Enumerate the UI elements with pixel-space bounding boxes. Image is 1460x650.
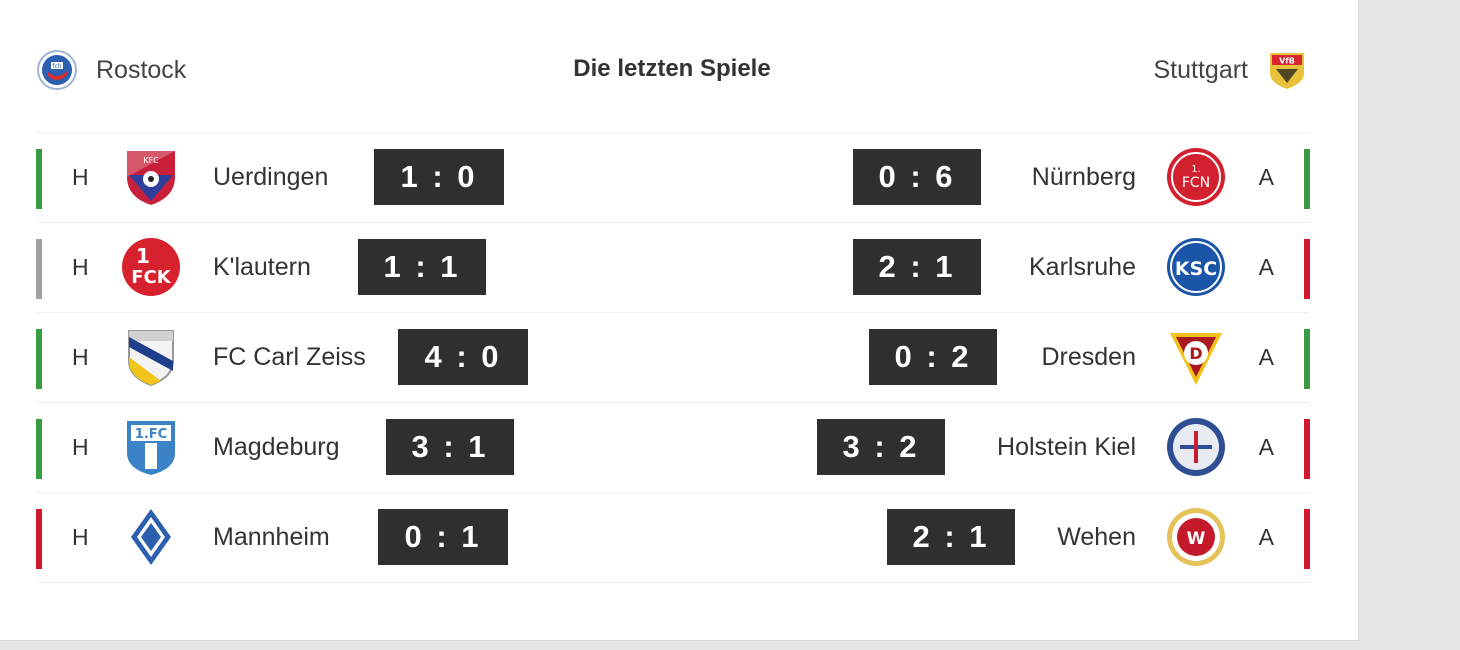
- result-indicator: [36, 509, 42, 569]
- nuernberg-crest-icon: 1. FCN: [1167, 148, 1225, 206]
- svg-text:1: 1: [136, 244, 150, 268]
- opponent-name: Magdeburg: [213, 433, 340, 461]
- away-game[interactable]: A Holstein Kiel 3 : 2: [673, 403, 1310, 492]
- matchup-header: fch Rostock Die letzten Spiele Stuttgart…: [36, 40, 1308, 100]
- score-box[interactable]: 2 : 1: [887, 509, 1015, 565]
- opponent-name: Uerdingen: [213, 163, 329, 191]
- svg-text:KSC: KSC: [1175, 258, 1217, 280]
- opponent-name: Wehen: [1057, 523, 1136, 551]
- home-game[interactable]: H 1.FC Magdeburg 3 : 1: [36, 403, 673, 492]
- score-box[interactable]: 3 : 2: [817, 419, 945, 475]
- result-indicator: [1304, 149, 1310, 209]
- opponent-name: Karlsruhe: [1029, 253, 1136, 281]
- venue-label: H: [72, 524, 89, 550]
- svg-text:W: W: [1187, 529, 1206, 549]
- score-box[interactable]: 2 : 1: [853, 239, 981, 295]
- score-box[interactable]: 1 : 1: [358, 239, 486, 295]
- result-indicator: [1304, 509, 1310, 569]
- result-indicator: [1304, 329, 1310, 389]
- away-team[interactable]: Stuttgart VfB: [1154, 40, 1309, 100]
- last-games-card: fch Rostock Die letzten Spiele Stuttgart…: [0, 0, 1359, 641]
- result-indicator: [36, 329, 42, 389]
- svg-text:KFC: KFC: [143, 156, 159, 165]
- venue-label: A: [1258, 434, 1274, 460]
- opponent-name: FC Carl Zeiss: [213, 343, 366, 371]
- games-row: H KFC Uerdingen 1 : 0 A 1.: [36, 133, 1310, 223]
- svg-text:VfB: VfB: [1279, 57, 1295, 66]
- mannheim-crest-icon: [131, 509, 171, 565]
- score-box[interactable]: 0 : 2: [869, 329, 997, 385]
- home-game[interactable]: H 1 FCK K'lautern 1 : 1: [36, 223, 673, 312]
- score-box[interactable]: 3 : 1: [386, 419, 514, 475]
- home-game[interactable]: H Mannheim 0 : 1: [36, 493, 673, 582]
- games-row: H FC Carl Zeiss 4 : 0 A D: [36, 313, 1310, 403]
- magdeburg-crest-icon: 1.FC: [127, 421, 175, 475]
- result-indicator: [1304, 419, 1310, 479]
- carl-zeiss-crest-icon: [128, 330, 174, 387]
- rostock-crest-icon: fch: [37, 50, 77, 90]
- venue-label: H: [72, 344, 89, 370]
- games-row: H 1.FC Magdeburg 3 : 1 A: [36, 403, 1310, 493]
- venue-label: A: [1258, 164, 1274, 190]
- venue-label: A: [1258, 524, 1274, 550]
- score-box[interactable]: 0 : 6: [853, 149, 981, 205]
- home-team-name: Rostock: [96, 55, 187, 84]
- opponent-name: Mannheim: [213, 523, 330, 551]
- opponent-name: K'lautern: [213, 253, 311, 281]
- karlsruhe-crest-icon: KSC: [1167, 238, 1225, 296]
- opponent-name: Holstein Kiel: [997, 433, 1136, 461]
- svg-text:1.: 1.: [1191, 164, 1201, 175]
- kaiserslautern-crest-icon: 1 FCK: [122, 238, 180, 296]
- section-title: Die letzten Spiele: [573, 55, 771, 82]
- venue-label: A: [1258, 344, 1274, 370]
- opponent-name: Nürnberg: [1031, 163, 1136, 191]
- svg-text:D: D: [1189, 344, 1202, 363]
- score-box[interactable]: 1 : 0: [374, 149, 504, 205]
- wehen-crest-icon: W: [1167, 508, 1225, 566]
- venue-label: A: [1258, 254, 1274, 280]
- score-box[interactable]: 0 : 1: [378, 509, 508, 565]
- holstein-kiel-crest-icon: [1167, 418, 1225, 476]
- result-indicator: [1304, 239, 1310, 299]
- games-list: H KFC Uerdingen 1 : 0 A 1.: [36, 132, 1310, 583]
- svg-text:FCK: FCK: [131, 267, 172, 288]
- venue-label: H: [72, 254, 89, 280]
- score-box[interactable]: 4 : 0: [398, 329, 528, 385]
- stuttgart-crest-icon: VfB: [1270, 53, 1304, 89]
- away-game[interactable]: A 1. FCN Nürnberg 0 : 6: [673, 133, 1310, 222]
- svg-text:fch: fch: [52, 63, 61, 70]
- result-indicator: [36, 149, 42, 209]
- result-indicator: [36, 419, 42, 479]
- away-game[interactable]: A W Wehen 2 : 1: [673, 493, 1310, 582]
- home-game[interactable]: H KFC Uerdingen 1 : 0: [36, 133, 673, 222]
- svg-text:FCN: FCN: [1182, 175, 1210, 191]
- away-team-name: Stuttgart: [1153, 55, 1249, 84]
- opponent-name: Dresden: [1041, 343, 1137, 371]
- dresden-crest-icon: D: [1170, 333, 1222, 385]
- games-row: H 1 FCK K'lautern 1 : 1 A KSC Karlsruhe: [36, 223, 1310, 313]
- result-indicator: [36, 239, 42, 299]
- away-game[interactable]: A D Dresden 0 : 2: [673, 313, 1310, 402]
- uerdingen-crest-icon: KFC: [127, 151, 175, 205]
- svg-text:1.FC: 1.FC: [135, 427, 167, 442]
- games-row: H Mannheim 0 : 1 A W Wehen: [36, 493, 1310, 583]
- venue-label: H: [72, 164, 89, 190]
- away-game[interactable]: A KSC Karlsruhe 2 : 1: [673, 223, 1310, 312]
- home-team[interactable]: fch Rostock: [36, 40, 186, 100]
- home-game[interactable]: H FC Carl Zeiss 4 : 0: [36, 313, 673, 402]
- venue-label: H: [72, 434, 89, 460]
